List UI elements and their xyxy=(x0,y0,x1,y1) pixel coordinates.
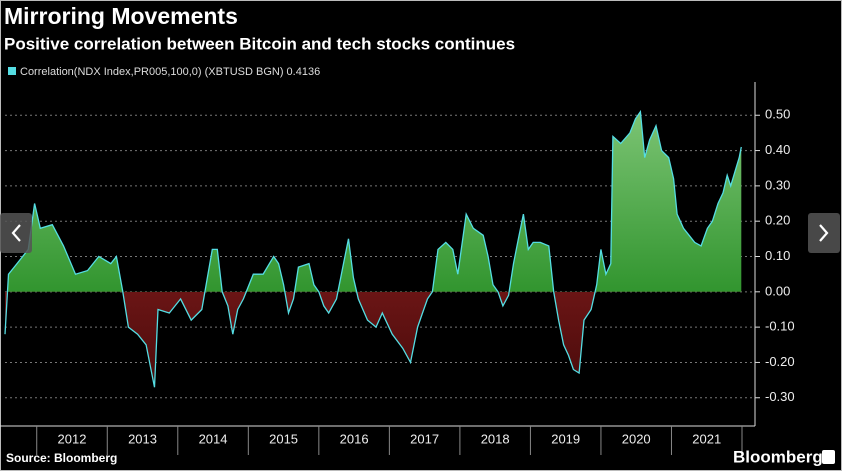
brand-name: Bloomberg xyxy=(733,447,823,466)
chart-title: Mirroring Movements xyxy=(4,3,238,29)
x-tick-label: 2012 xyxy=(58,431,87,446)
legend: Correlation(NDX Index,PR005,100,0) (XBTU… xyxy=(8,66,320,78)
x-tick-label: 2015 xyxy=(269,431,298,446)
chart-subtitle: Positive correlation between Bitcoin and… xyxy=(4,34,515,53)
x-tick-label: 2020 xyxy=(622,431,651,446)
brand-logo: Bloomberg xyxy=(733,447,835,466)
brand-icon xyxy=(822,450,835,464)
y-tick-label: -0.30 xyxy=(765,389,795,404)
prev-arrow[interactable] xyxy=(11,224,21,242)
next-button[interactable] xyxy=(808,213,840,253)
x-tick-label: 2013 xyxy=(128,431,157,446)
y-tick-label: 0.10 xyxy=(765,248,790,263)
legend-label: Correlation(NDX Index,PR005,100,0) (XBTU… xyxy=(20,66,320,78)
x-tick-label: 2019 xyxy=(551,431,580,446)
next-button-bg[interactable] xyxy=(808,213,840,253)
prev-button[interactable] xyxy=(0,213,32,253)
x-tick-label: 2014 xyxy=(199,431,228,446)
x-tick-label: 2018 xyxy=(481,431,510,446)
plot-area: -0.30 -0.20 -0.10 0.00 0.10 0.20 0.30 0.40 0.50 2… xyxy=(0,82,795,455)
y-tick-label: 0.50 xyxy=(765,107,790,122)
prev-button-bg[interactable] xyxy=(0,213,32,253)
x-tick-label: 2017 xyxy=(410,431,439,446)
y-tick-label: -0.10 xyxy=(765,319,795,334)
y-tick-label: 0.00 xyxy=(765,283,790,298)
source-note: Source: Bloomberg xyxy=(6,451,117,465)
y-tick-label: 0.30 xyxy=(765,177,790,192)
y-tick-label: 0.20 xyxy=(765,213,790,228)
x-tick-label: 2021 xyxy=(692,431,721,446)
y-tick-label: 0.40 xyxy=(765,142,790,157)
y-tick-label: -0.20 xyxy=(765,354,795,369)
legend-swatch xyxy=(8,67,16,75)
x-tick-label: 2016 xyxy=(340,431,369,446)
area-positive xyxy=(7,111,742,292)
series-line xyxy=(4,109,742,388)
next-arrow[interactable] xyxy=(819,224,829,242)
